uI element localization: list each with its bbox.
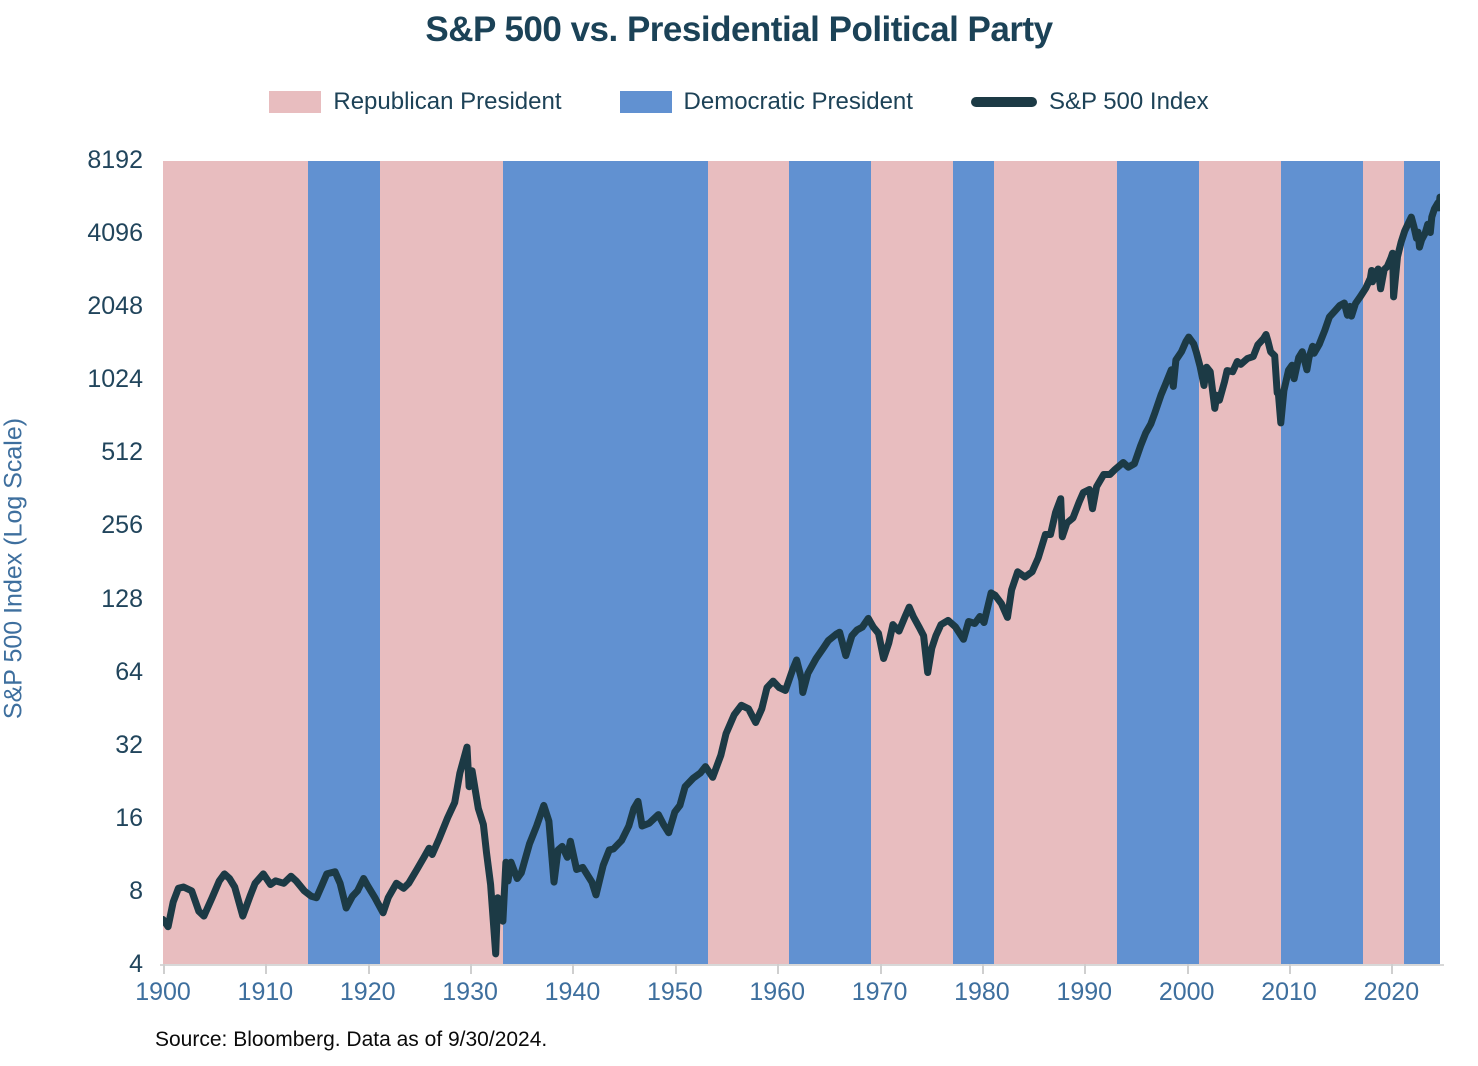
party-band-democratic — [789, 161, 872, 964]
x-tick-label: 1900 — [135, 978, 191, 1006]
sp500-line-swatch — [970, 97, 1037, 107]
x-tick-label: 1990 — [1056, 978, 1113, 1006]
party-band-democratic — [1117, 161, 1199, 964]
y-tick-label: 2048 — [87, 292, 143, 321]
legend-item-sp500: S&P 500 Index — [970, 88, 1209, 116]
y-axis: S&P 500 Index (Log Scale) 8192 4096 2048 10… — [0, 0, 143, 1066]
democratic-swatch — [619, 91, 672, 113]
party-band-democratic — [308, 161, 380, 964]
x-tick-label: 1950 — [647, 978, 703, 1006]
party-band-republican — [163, 161, 309, 964]
y-tick-label: 8192 — [87, 146, 143, 174]
party-band-republican — [994, 161, 1118, 964]
y-tick-label: 4096 — [87, 219, 143, 248]
party-band-republican — [1198, 161, 1281, 964]
x-tick — [777, 964, 780, 974]
x-tick — [981, 964, 984, 974]
y-tick-label: 8 — [129, 876, 143, 905]
party-band-democratic — [953, 161, 995, 964]
x-tick-label: 2010 — [1261, 978, 1317, 1006]
x-tick-label: 1970 — [851, 978, 908, 1006]
plot-area — [163, 161, 1440, 964]
x-tick — [674, 964, 677, 974]
y-tick-label: 512 — [101, 438, 143, 467]
party-band-republican — [707, 161, 790, 964]
legend-label-sp500: S&P 500 Index — [1048, 88, 1209, 115]
y-tick-label: 4 — [129, 950, 143, 978]
party-band-democratic — [1280, 161, 1363, 964]
x-tick — [265, 964, 268, 974]
y-tick-label: 256 — [101, 511, 143, 540]
republican-swatch — [269, 91, 322, 113]
x-tick-label: 1980 — [954, 978, 1010, 1006]
x-tick — [879, 964, 882, 974]
sp500-line — [163, 193, 1440, 958]
x-tick-label: 1920 — [339, 978, 396, 1006]
x-tick — [470, 964, 473, 974]
x-tick-label: 1930 — [442, 978, 498, 1006]
y-tick-label: 32 — [115, 730, 143, 759]
legend-item-republican: Republican President — [269, 88, 562, 116]
x-axis-line — [160, 964, 1444, 966]
x-tick — [572, 964, 575, 974]
x-tick-label: 2020 — [1363, 978, 1420, 1006]
x-tick-label: 1940 — [544, 978, 601, 1006]
x-tick-label: 1910 — [237, 978, 294, 1006]
x-tick-label: 1960 — [749, 978, 805, 1006]
y-tick-label: 1024 — [87, 365, 143, 394]
legend: Republican President Democratic Presiden… — [0, 88, 1478, 116]
x-tick-label: 2000 — [1158, 978, 1215, 1006]
x-tick — [367, 964, 370, 974]
x-tick — [1186, 964, 1189, 974]
legend-label-republican: Republican President — [333, 88, 562, 115]
legend-label-democratic: Democratic President — [683, 88, 913, 115]
x-tick — [1391, 964, 1394, 974]
party-band-democratic — [1403, 161, 1440, 964]
legend-item-democratic: Democratic President — [619, 88, 913, 116]
x-tick — [163, 964, 165, 974]
page-title: S&P 500 vs. Presidential Political Party — [425, 10, 1053, 49]
y-tick-label: 128 — [101, 584, 143, 613]
y-tick-label: 64 — [115, 657, 143, 686]
y-tick-label: 16 — [115, 803, 143, 832]
source-note: Source: Bloomberg. Data as of 9/30/2024. — [155, 1028, 548, 1051]
x-tick — [1084, 964, 1087, 974]
party-band-republican — [871, 161, 954, 964]
sp500-line-chart — [163, 193, 1440, 958]
x-tick — [1289, 964, 1291, 974]
